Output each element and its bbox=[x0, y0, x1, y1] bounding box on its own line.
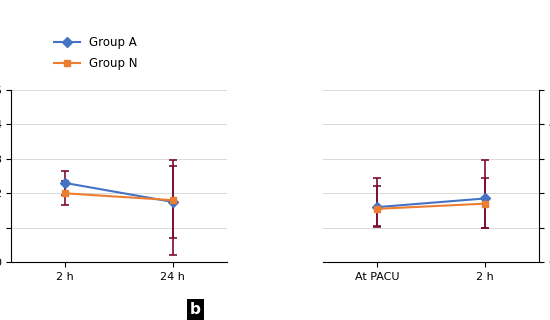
Legend: Group A, Group N: Group A, Group N bbox=[50, 31, 142, 75]
Text: b: b bbox=[190, 302, 201, 317]
